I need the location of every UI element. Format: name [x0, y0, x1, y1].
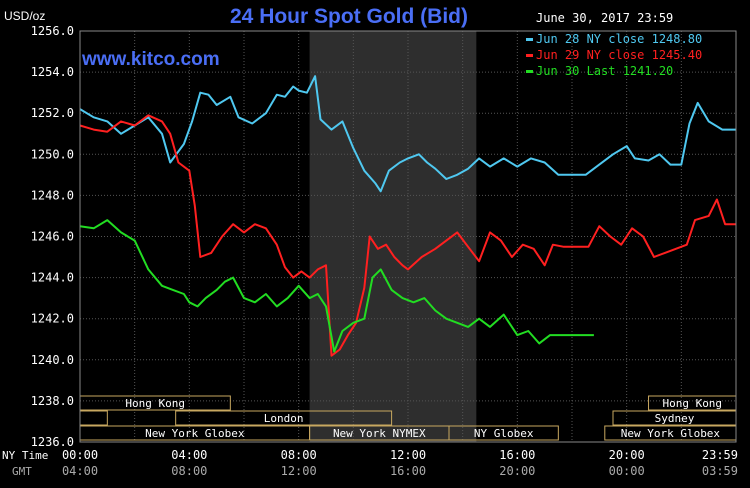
session-label: London — [264, 412, 304, 425]
x-tick-label-gmt: 00:00 — [609, 464, 645, 478]
y-tick-label: 1248.0 — [31, 188, 74, 202]
legend-entry-0: Jun 28 NY close 1248.80 — [536, 32, 702, 46]
session-label: New York Globex — [145, 427, 245, 440]
legend: Jun 28 NY close 1248.80 Jun 29 NY close … — [526, 32, 702, 78]
series-line-jun-29 — [79, 114, 736, 357]
chart-title: 24 Hour Spot Gold (Bid) — [230, 5, 468, 28]
x-tick-label-ny: 00:00 — [62, 448, 98, 462]
session-label: Hong Kong — [125, 397, 185, 410]
y-tick-label: 1252.0 — [31, 106, 74, 120]
session-label: New York Globex — [621, 427, 721, 440]
x-tick-label-gmt: 08:00 — [171, 464, 207, 478]
ny-time-label: NY Time — [2, 449, 48, 462]
series-line-jun-28 — [79, 75, 736, 193]
session-label: Sydney — [655, 412, 695, 425]
y-axis-label: USD/oz — [4, 9, 45, 23]
x-tick-label-ny: 20:00 — [609, 448, 645, 462]
gmt-label: GMT — [12, 465, 32, 478]
session-label: New York NYMEX — [333, 427, 426, 440]
market-sessions: Hong Kong Hong Kong London Sydney New York G… — [79, 395, 737, 441]
x-tick-label-gmt: 20:00 — [499, 464, 535, 478]
x-tick-label-gmt: 04:00 — [62, 464, 98, 478]
y-tick-label: 1246.0 — [31, 230, 74, 244]
plot-frame — [79, 30, 737, 443]
session-label: NY Globex — [474, 427, 534, 440]
x-tick-label-ny: 12:00 — [390, 448, 426, 462]
session-bar — [175, 410, 393, 426]
y-tick-label: 1242.0 — [31, 312, 74, 326]
session-label: Hong Kong — [662, 397, 722, 410]
series-line-jun-30 — [79, 219, 594, 353]
x-tick-label-gmt: 03:59 — [702, 464, 738, 478]
y-tick-label: 1238.0 — [31, 394, 74, 408]
x-axis-ticks: 00:00 04:00 04:00 08:00 08:00 12:00 12:00 16:00… — [62, 448, 738, 478]
watermark-url: www.kitco.com — [81, 49, 220, 70]
session-bar — [448, 425, 559, 441]
x-tick-label-gmt: 12:00 — [281, 464, 317, 478]
y-tick-label: 1236.0 — [31, 435, 74, 449]
legend-swatch-2 — [526, 70, 533, 73]
chart-date: June 30, 2017 23:59 — [536, 11, 673, 25]
x-tick-label-gmt: 16:00 — [390, 464, 426, 478]
y-tick-label: 1240.0 — [31, 353, 74, 367]
legend-entry-2: Jun 30 Last 1241.20 — [536, 64, 673, 78]
x-tick-label-ny: 08:00 — [281, 448, 317, 462]
y-tick-label: 1250.0 — [31, 147, 74, 161]
y-axis-ticks: 1256.0 1254.0 1252.0 1250.0 1248.0 1246.0 1244… — [31, 24, 74, 449]
y-tick-label: 1254.0 — [31, 65, 74, 79]
y-tick-label: 1244.0 — [31, 271, 74, 285]
x-tick-label-ny: 23:59 — [702, 448, 738, 462]
legend-entry-1: Jun 29 NY close 1245.40 — [536, 48, 702, 62]
price-series — [79, 75, 736, 357]
x-tick-label-ny: 16:00 — [499, 448, 535, 462]
legend-swatch-1 — [526, 54, 533, 57]
x-tick-label-ny: 04:00 — [171, 448, 207, 462]
y-tick-label: 1256.0 — [31, 24, 74, 38]
legend-swatch-0 — [526, 38, 533, 41]
